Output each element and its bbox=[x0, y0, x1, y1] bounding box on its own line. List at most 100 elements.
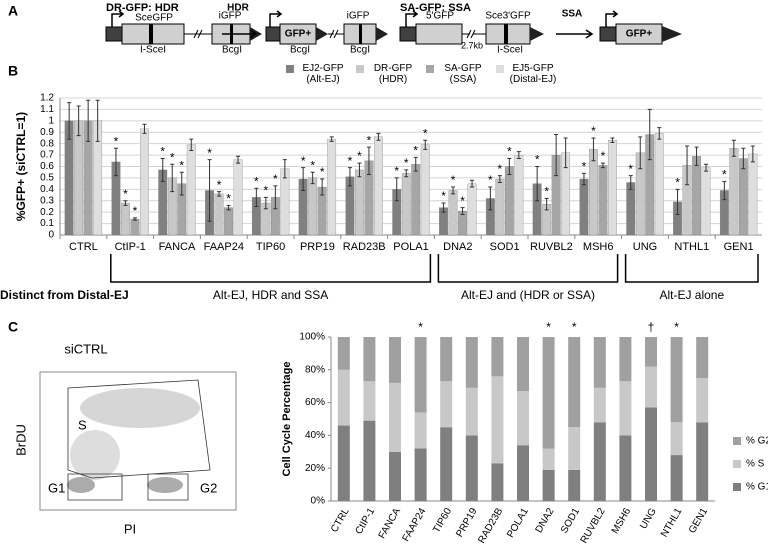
annotation: * bbox=[572, 320, 577, 334]
significance: * bbox=[535, 153, 540, 167]
cell-cloud bbox=[70, 430, 120, 480]
significance: * bbox=[226, 191, 231, 205]
cell-cloud bbox=[147, 477, 183, 493]
bar bbox=[598, 165, 608, 236]
error-bar bbox=[657, 127, 662, 140]
bar-segment bbox=[414, 448, 427, 501]
significance: * bbox=[273, 172, 278, 186]
bar bbox=[74, 120, 84, 236]
y-axis-label: %GFP+ (siCTRL=1) bbox=[14, 112, 28, 221]
x-tick-label: RUVBL2 bbox=[579, 506, 608, 545]
x-tick-label: MSH6 bbox=[583, 241, 614, 253]
error-bar bbox=[704, 163, 709, 172]
significance: * bbox=[357, 149, 362, 163]
error-bar bbox=[282, 159, 287, 179]
legend-label: SA-GFP (SSA) bbox=[444, 63, 482, 85]
label: BcgI bbox=[350, 45, 370, 56]
significance: * bbox=[591, 124, 596, 138]
legend-item: EJ5-GFP (Distal-EJ) bbox=[496, 63, 564, 85]
x-tick-label: FAAP24 bbox=[204, 241, 244, 253]
cassette bbox=[265, 26, 281, 42]
bar bbox=[186, 144, 196, 236]
significance: * bbox=[320, 165, 325, 179]
y-tick-label: 60% bbox=[305, 397, 325, 408]
bar-segment bbox=[670, 455, 683, 501]
error-bar bbox=[694, 146, 699, 166]
bar-segment bbox=[645, 407, 657, 501]
error-bar bbox=[413, 156, 418, 172]
group-bracket bbox=[110, 254, 432, 283]
bar-segment bbox=[389, 337, 401, 383]
label: BcgI bbox=[222, 45, 242, 56]
significance: * bbox=[133, 204, 138, 218]
label: Sce3'GFP bbox=[485, 11, 531, 22]
label: HDR bbox=[227, 3, 249, 14]
legend-label: % G1 bbox=[746, 482, 768, 493]
label: iGFP bbox=[219, 11, 242, 22]
significance: * bbox=[628, 162, 633, 176]
arrow bbox=[556, 29, 594, 39]
y-tick-label: 100% bbox=[299, 332, 325, 343]
x-tick-label: CTRL bbox=[329, 506, 352, 534]
group-label: Alt-EJ and (HDR or SSA) bbox=[461, 288, 595, 302]
error-bar bbox=[516, 151, 521, 160]
significance: * bbox=[441, 189, 446, 203]
bar bbox=[280, 168, 290, 236]
arrowhead bbox=[662, 26, 682, 42]
bar-segment bbox=[619, 435, 632, 501]
x-tick-label: SOD1 bbox=[490, 241, 520, 253]
y-tick-label: 0.1 bbox=[40, 218, 54, 229]
bar-segment bbox=[465, 435, 478, 501]
bar bbox=[589, 149, 598, 236]
bar-segment bbox=[491, 376, 504, 464]
bar-segment bbox=[414, 412, 427, 449]
y-tick-label: 1.1 bbox=[40, 104, 54, 115]
error-bar bbox=[86, 99, 91, 142]
error-bar bbox=[320, 178, 325, 196]
bar-segment bbox=[645, 337, 657, 367]
error-bar bbox=[581, 172, 586, 186]
x-tick-label: UNG bbox=[633, 241, 657, 253]
y-tick-label: 0.7 bbox=[40, 150, 54, 161]
significance: * bbox=[507, 145, 512, 159]
error-bar bbox=[638, 136, 643, 170]
diagram-title: SA-GFP: SSA bbox=[400, 2, 471, 14]
y-tick-label: 0.3 bbox=[40, 195, 54, 206]
group-bracket bbox=[624, 254, 759, 283]
x-tick-label: CtIP-1 bbox=[115, 241, 146, 253]
bar-segment bbox=[414, 337, 427, 413]
promoter bbox=[269, 10, 283, 27]
bar-segment bbox=[465, 387, 478, 436]
significance: * bbox=[170, 150, 175, 164]
label: SceGFP bbox=[135, 13, 173, 24]
error-bar bbox=[554, 134, 559, 177]
label: GFP+ bbox=[626, 29, 653, 40]
legend-item: DR-GFP (HDR) bbox=[356, 63, 424, 85]
significance: * bbox=[179, 158, 184, 172]
error-bar bbox=[179, 171, 184, 196]
error-bar bbox=[685, 145, 690, 186]
diagram-title: DR-GFP: HDR bbox=[106, 2, 179, 14]
bar-segment bbox=[696, 422, 709, 501]
bar-segment bbox=[517, 445, 529, 501]
error-bar bbox=[366, 146, 371, 175]
error-bar bbox=[160, 158, 165, 182]
significance: * bbox=[394, 164, 399, 178]
label: BcgI bbox=[290, 45, 310, 56]
y-tick-label: 20% bbox=[305, 463, 325, 474]
bar bbox=[701, 167, 711, 236]
panel-label: C bbox=[8, 319, 18, 335]
error-bar bbox=[142, 123, 147, 134]
gate bbox=[67, 379, 211, 501]
label: I-SceI bbox=[497, 45, 523, 56]
x-tick-label: POLA1 bbox=[505, 506, 531, 540]
flow-title: siCTRL bbox=[64, 341, 107, 356]
bar-segment bbox=[491, 337, 504, 377]
error-bar bbox=[535, 166, 540, 202]
bar bbox=[579, 178, 589, 236]
error-bar bbox=[217, 191, 222, 197]
significance: * bbox=[217, 178, 222, 192]
bar-segment bbox=[593, 387, 606, 423]
legend-label: DR-GFP (HDR) bbox=[373, 63, 413, 85]
